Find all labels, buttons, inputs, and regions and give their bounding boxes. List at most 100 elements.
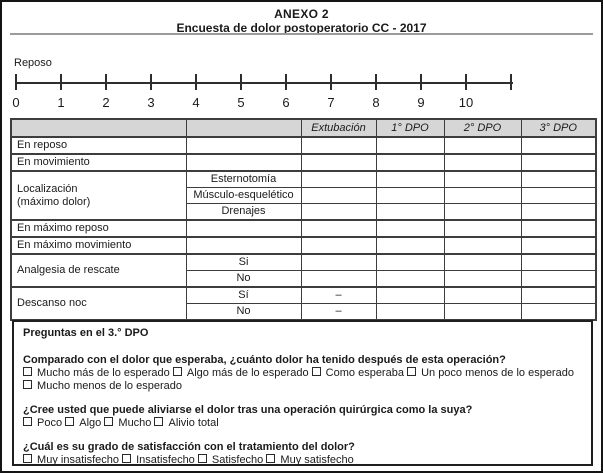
- empty-cell: [375, 153, 445, 172]
- header-cell-empty1: [10, 118, 187, 138]
- empty-cell: [443, 203, 522, 221]
- empty-cell: [375, 187, 445, 204]
- scale-tick: [60, 74, 62, 90]
- question-1: Comparado con el dolor que esperaba, ¿cu…: [23, 354, 582, 393]
- survey-option[interactable]: Poco: [23, 417, 62, 429]
- title-divider: [10, 33, 593, 35]
- empty-cell: [375, 203, 445, 221]
- empty-cell: [300, 136, 377, 155]
- survey-option[interactable]: Algo más de lo esperado: [172, 367, 309, 379]
- scale-tick: [150, 74, 152, 90]
- empty-cell: [375, 136, 445, 155]
- empty-cell: [443, 170, 522, 188]
- table-row: Descanso noc Sí –: [10, 286, 597, 321]
- table-row: Localización (máximo dolor) Esternotomía: [10, 170, 597, 221]
- scale-tick-label: 3: [147, 95, 155, 110]
- survey-option[interactable]: Satisfecho: [197, 454, 263, 466]
- header-cell-dpo2: 2° DPO: [443, 118, 522, 138]
- empty-cell: [375, 236, 445, 255]
- row-label-en-maximo-reposo: En máximo reposo: [10, 219, 187, 238]
- scale-line: [15, 82, 513, 84]
- empty-cell: [443, 253, 522, 271]
- survey-option[interactable]: Algo: [65, 417, 101, 429]
- page-title: ANEXO 2: [274, 7, 329, 21]
- pain-table: Extubación 1° DPO 2° DPO 3° DPO En repos…: [10, 118, 597, 321]
- question-2: ¿Cree usted que puede aliviarse el dolor…: [23, 404, 582, 430]
- empty-cell: [443, 303, 522, 321]
- empty-cell: [520, 253, 597, 271]
- checkbox-icon: [122, 454, 132, 463]
- sub-label-descanso-si: Sí: [185, 286, 302, 304]
- empty-cell: [185, 219, 302, 238]
- checkbox-icon: [311, 367, 321, 376]
- survey-option[interactable]: Muy satisfecho: [266, 454, 354, 466]
- page-subtitle: Encuesta de dolor postoperatorio CC - 20…: [176, 21, 427, 35]
- empty-cell: [375, 253, 445, 271]
- survey-option[interactable]: Un poco menos de lo esperado: [407, 367, 574, 379]
- empty-cell: [443, 153, 522, 172]
- scale-tick: [330, 74, 332, 90]
- row-label-en-maximo-movimiento: En máximo movimiento: [10, 236, 187, 255]
- empty-cell: [300, 187, 377, 204]
- scale-tick-label: 10: [458, 95, 474, 110]
- row-label-en-movimiento: En movimiento: [10, 153, 187, 172]
- empty-cell: [300, 170, 377, 188]
- checkbox-icon: [407, 367, 417, 376]
- sub-label-esternotomia: Esternotomía: [185, 170, 302, 188]
- empty-cell: [520, 286, 597, 304]
- empty-cell: [300, 153, 377, 172]
- table-row: En movimiento: [10, 153, 597, 172]
- checkbox-icon: [197, 454, 207, 463]
- question-1-text: Comparado con el dolor que esperaba, ¿cu…: [23, 354, 506, 366]
- scale-tick: [510, 74, 512, 90]
- empty-cell: [520, 136, 597, 155]
- empty-cell: [520, 153, 597, 172]
- sub-label-analgesia-si: Si: [185, 253, 302, 271]
- pain-scale-axis: 0 1 2 3 4 5 6 7 8 9 10: [12, 74, 514, 112]
- question-2-text: ¿Cree usted que puede aliviarse el dolor…: [23, 404, 473, 416]
- survey-option[interactable]: Insatisfecho: [122, 454, 195, 466]
- scale-tick-label: 4: [192, 95, 200, 110]
- checkbox-icon: [104, 417, 114, 426]
- survey-option[interactable]: Muy insatisfecho: [23, 454, 119, 466]
- table-header-row: Extubación 1° DPO 2° DPO 3° DPO: [10, 118, 597, 138]
- empty-cell: [300, 203, 377, 221]
- empty-cell: [300, 253, 377, 271]
- sub-label-drenajes: Drenajes: [185, 203, 302, 221]
- checkbox-icon: [172, 367, 182, 376]
- empty-cell: [443, 286, 522, 304]
- empty-cell: [443, 187, 522, 204]
- question-1-options: Mucho más de lo esperado Algo más de lo …: [23, 367, 582, 393]
- survey-option[interactable]: Mucho: [104, 417, 151, 429]
- header-cell-dpo3: 3° DPO: [520, 118, 597, 138]
- empty-cell: [300, 236, 377, 255]
- sub-label-musculo: Músculo-esquelético: [185, 187, 302, 204]
- row-label-analgesia: Analgesia de rescate: [10, 253, 187, 288]
- checkbox-icon: [65, 417, 75, 426]
- table-row: Músculo-esquelético: [11, 187, 597, 204]
- empty-cell: [300, 270, 377, 288]
- scale-tick: [465, 74, 467, 90]
- checkbox-icon: [23, 417, 32, 426]
- empty-cell: [375, 286, 445, 304]
- row-label-descanso: Descanso noc: [10, 286, 187, 321]
- descanso-no-extubacion-value: –: [300, 303, 377, 321]
- empty-cell: [520, 219, 597, 238]
- question-3: ¿Cuál es su grado de satisfacción con el…: [23, 441, 582, 467]
- header-cell-extubacion: Extubación: [300, 118, 377, 138]
- empty-cell: [443, 236, 522, 255]
- scale-tick-label: 0: [12, 95, 20, 110]
- scale-tick-label: 1: [57, 95, 65, 110]
- empty-cell: [375, 219, 445, 238]
- row-label-en-reposo: En reposo: [10, 136, 187, 155]
- survey-option[interactable]: Mucho más de lo esperado: [23, 367, 170, 379]
- table-row: En máximo movimiento: [10, 236, 597, 255]
- survey-option[interactable]: Alivio total: [154, 417, 219, 429]
- scale-tick-label: 8: [372, 95, 380, 110]
- survey-option[interactable]: Mucho menos de lo esperado: [23, 380, 182, 392]
- survey-option[interactable]: Como esperaba: [311, 367, 404, 379]
- header-cell-empty2: [185, 118, 302, 138]
- sub-label-descanso-no: No: [185, 303, 302, 321]
- empty-cell: [185, 236, 302, 255]
- scale-tick: [195, 74, 197, 90]
